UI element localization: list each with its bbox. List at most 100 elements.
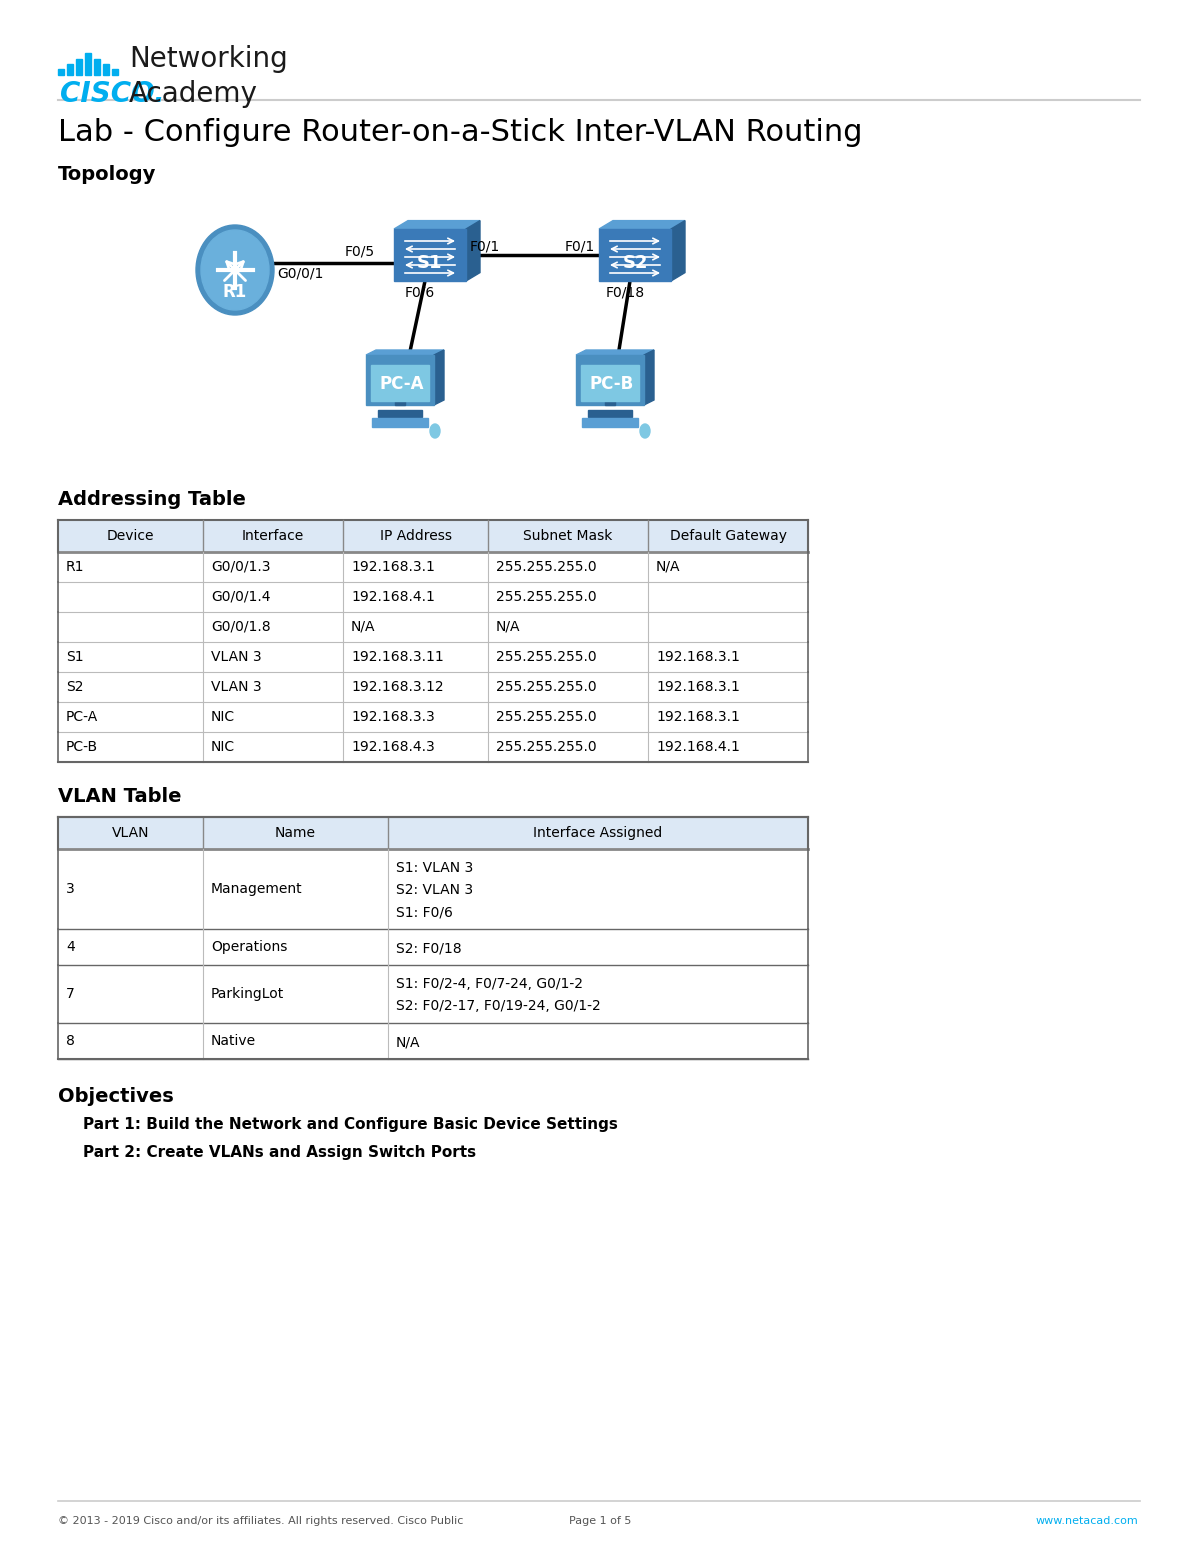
Bar bbox=[76, 59, 82, 75]
Text: 192.168.3.11: 192.168.3.11 bbox=[352, 651, 444, 665]
Bar bbox=[372, 418, 428, 427]
Polygon shape bbox=[366, 349, 444, 356]
Text: S2: VLAN 3: S2: VLAN 3 bbox=[396, 884, 473, 898]
Text: S1: F0/6: S1: F0/6 bbox=[396, 905, 452, 919]
Text: VLAN: VLAN bbox=[112, 826, 149, 840]
Text: N/A: N/A bbox=[496, 620, 521, 634]
Bar bbox=[85, 53, 91, 75]
Text: S2: S2 bbox=[66, 680, 84, 694]
Text: 255.255.255.0: 255.255.255.0 bbox=[496, 710, 596, 724]
Text: 7: 7 bbox=[66, 988, 74, 1002]
Text: S2: S2 bbox=[623, 255, 648, 272]
Bar bbox=[94, 59, 100, 75]
Text: 255.255.255.0: 255.255.255.0 bbox=[496, 561, 596, 575]
Bar bbox=[58, 582, 808, 612]
Text: PC-A: PC-A bbox=[379, 374, 425, 393]
Text: F0/5: F0/5 bbox=[344, 244, 374, 258]
Text: ParkingLot: ParkingLot bbox=[211, 988, 284, 1002]
Text: VLAN 3: VLAN 3 bbox=[211, 680, 262, 694]
Text: Addressing Table: Addressing Table bbox=[58, 491, 246, 509]
Text: G0/0/1.3: G0/0/1.3 bbox=[211, 561, 270, 575]
Text: 192.168.4.1: 192.168.4.1 bbox=[656, 739, 740, 755]
Bar bbox=[576, 356, 644, 405]
Text: Page 1 of 5: Page 1 of 5 bbox=[569, 1516, 631, 1527]
Text: VLAN Table: VLAN Table bbox=[58, 787, 181, 806]
Polygon shape bbox=[599, 221, 685, 228]
Text: 192.168.3.1: 192.168.3.1 bbox=[352, 561, 434, 575]
Text: 192.168.3.1: 192.168.3.1 bbox=[656, 710, 740, 724]
Text: Subnet Mask: Subnet Mask bbox=[523, 530, 613, 544]
Text: 8: 8 bbox=[66, 1034, 74, 1048]
Text: 192.168.3.1: 192.168.3.1 bbox=[656, 651, 740, 665]
Text: F0/1: F0/1 bbox=[565, 239, 595, 253]
Text: www.netacad.com: www.netacad.com bbox=[1036, 1516, 1138, 1527]
Ellipse shape bbox=[430, 424, 440, 438]
Polygon shape bbox=[394, 221, 480, 228]
Text: Part 1: Build the Network and Configure Basic Device Settings: Part 1: Build the Network and Configure … bbox=[83, 1117, 618, 1132]
Bar bbox=[58, 641, 808, 672]
Text: G0/0/1.8: G0/0/1.8 bbox=[211, 620, 271, 634]
Text: PC-B: PC-B bbox=[590, 374, 634, 393]
Bar bbox=[58, 551, 808, 582]
Bar bbox=[103, 64, 109, 75]
Text: 255.255.255.0: 255.255.255.0 bbox=[496, 590, 596, 604]
Text: 192.168.3.12: 192.168.3.12 bbox=[352, 680, 444, 694]
Bar bbox=[582, 418, 638, 427]
Text: N/A: N/A bbox=[396, 1034, 420, 1048]
Bar bbox=[67, 64, 73, 75]
Text: © 2013 - 2019 Cisco and/or its affiliates. All rights reserved. Cisco Public: © 2013 - 2019 Cisco and/or its affiliate… bbox=[58, 1516, 463, 1527]
Bar bbox=[588, 410, 632, 418]
Text: S2: F0/18: S2: F0/18 bbox=[396, 941, 462, 955]
Text: 192.168.3.3: 192.168.3.3 bbox=[352, 710, 434, 724]
Text: G0/0/1.4: G0/0/1.4 bbox=[211, 590, 270, 604]
Bar bbox=[58, 520, 808, 551]
Text: Topology: Topology bbox=[58, 165, 156, 183]
Text: 4: 4 bbox=[66, 940, 74, 954]
Text: F0/1: F0/1 bbox=[470, 239, 500, 253]
Bar bbox=[112, 68, 118, 75]
Text: Interface Assigned: Interface Assigned bbox=[533, 826, 662, 840]
Text: 3: 3 bbox=[66, 882, 74, 896]
Bar bbox=[366, 356, 434, 405]
Bar bbox=[58, 68, 64, 75]
Text: PC-B: PC-B bbox=[66, 739, 98, 755]
Bar bbox=[371, 365, 430, 401]
Polygon shape bbox=[466, 221, 480, 281]
Text: 255.255.255.0: 255.255.255.0 bbox=[496, 739, 596, 755]
Text: S1: S1 bbox=[418, 255, 443, 272]
Polygon shape bbox=[671, 221, 685, 281]
Text: G0/0/1: G0/0/1 bbox=[277, 267, 323, 281]
Bar bbox=[581, 365, 640, 401]
Text: Native: Native bbox=[211, 1034, 256, 1048]
Bar bbox=[58, 702, 808, 731]
Text: F0/6: F0/6 bbox=[404, 286, 436, 300]
Text: Academy: Academy bbox=[130, 81, 258, 109]
Text: R1: R1 bbox=[66, 561, 84, 575]
Text: NIC: NIC bbox=[211, 739, 235, 755]
Bar bbox=[58, 731, 808, 763]
Text: S1: S1 bbox=[66, 651, 84, 665]
Text: Interface: Interface bbox=[242, 530, 304, 544]
Text: IP Address: IP Address bbox=[379, 530, 451, 544]
Text: Device: Device bbox=[107, 530, 155, 544]
Bar bbox=[599, 228, 671, 281]
Text: Part 2: Create VLANs and Assign Switch Ports: Part 2: Create VLANs and Assign Switch P… bbox=[83, 1145, 476, 1160]
Text: Name: Name bbox=[275, 826, 316, 840]
Bar bbox=[58, 1023, 808, 1059]
Polygon shape bbox=[434, 349, 444, 405]
Text: 255.255.255.0: 255.255.255.0 bbox=[496, 680, 596, 694]
Text: F0/18: F0/18 bbox=[606, 286, 644, 300]
Polygon shape bbox=[644, 349, 654, 405]
Text: N/A: N/A bbox=[352, 620, 376, 634]
Text: Lab - Configure Router-on-a-Stick Inter-VLAN Routing: Lab - Configure Router-on-a-Stick Inter-… bbox=[58, 118, 863, 148]
Text: S1: F0/2-4, F0/7-24, G0/1-2: S1: F0/2-4, F0/7-24, G0/1-2 bbox=[396, 977, 583, 991]
Text: Default Gateway: Default Gateway bbox=[670, 530, 786, 544]
Ellipse shape bbox=[196, 225, 274, 315]
Text: S2: F0/2-17, F0/19-24, G0/1-2: S2: F0/2-17, F0/19-24, G0/1-2 bbox=[396, 999, 601, 1013]
Bar bbox=[58, 964, 808, 1023]
Bar bbox=[605, 393, 616, 405]
Bar bbox=[58, 849, 808, 929]
Text: 192.168.4.3: 192.168.4.3 bbox=[352, 739, 434, 755]
Text: VLAN 3: VLAN 3 bbox=[211, 651, 262, 665]
Ellipse shape bbox=[640, 424, 650, 438]
